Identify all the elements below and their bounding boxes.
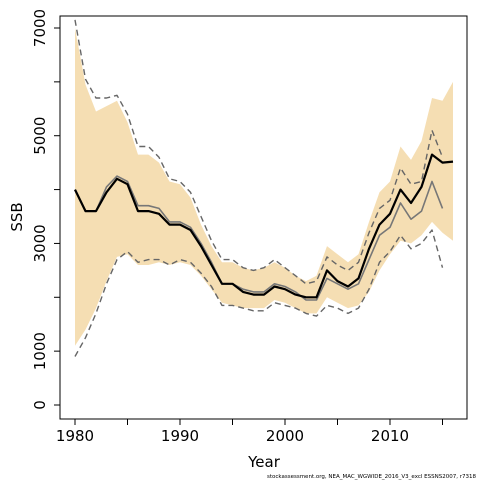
reference-estimate-line xyxy=(74,175,444,301)
y-axis-title: SSB xyxy=(8,202,26,231)
plot-area xyxy=(74,19,454,357)
ssb-confidence-band xyxy=(75,28,453,346)
x-tick-label: 1980 xyxy=(56,427,94,445)
x-tick-label: 2000 xyxy=(266,427,304,445)
x-tick-label: 2010 xyxy=(371,427,409,445)
x-axis: 1980 1990 2000 2010 xyxy=(56,418,443,445)
y-tick-label: 3000 xyxy=(31,224,49,262)
footer-credit: stockassessment.org, NEA_MAC_WGWIDE_2016… xyxy=(267,474,477,480)
y-tick-label: 0 xyxy=(31,400,49,410)
ssb-estimate-line xyxy=(74,153,454,299)
reference-lower-dashed-line xyxy=(74,229,444,357)
y-tick-label: 5000 xyxy=(31,117,49,155)
y-axis: 0 1000 3000 5000 7000 xyxy=(31,9,61,410)
x-tick-label: 1990 xyxy=(161,427,199,445)
x-axis-title: Year xyxy=(247,453,281,471)
reference-upper-dashed-line xyxy=(74,19,444,285)
y-tick-label: 7000 xyxy=(31,9,49,47)
y-tick-label: 1000 xyxy=(31,332,49,370)
